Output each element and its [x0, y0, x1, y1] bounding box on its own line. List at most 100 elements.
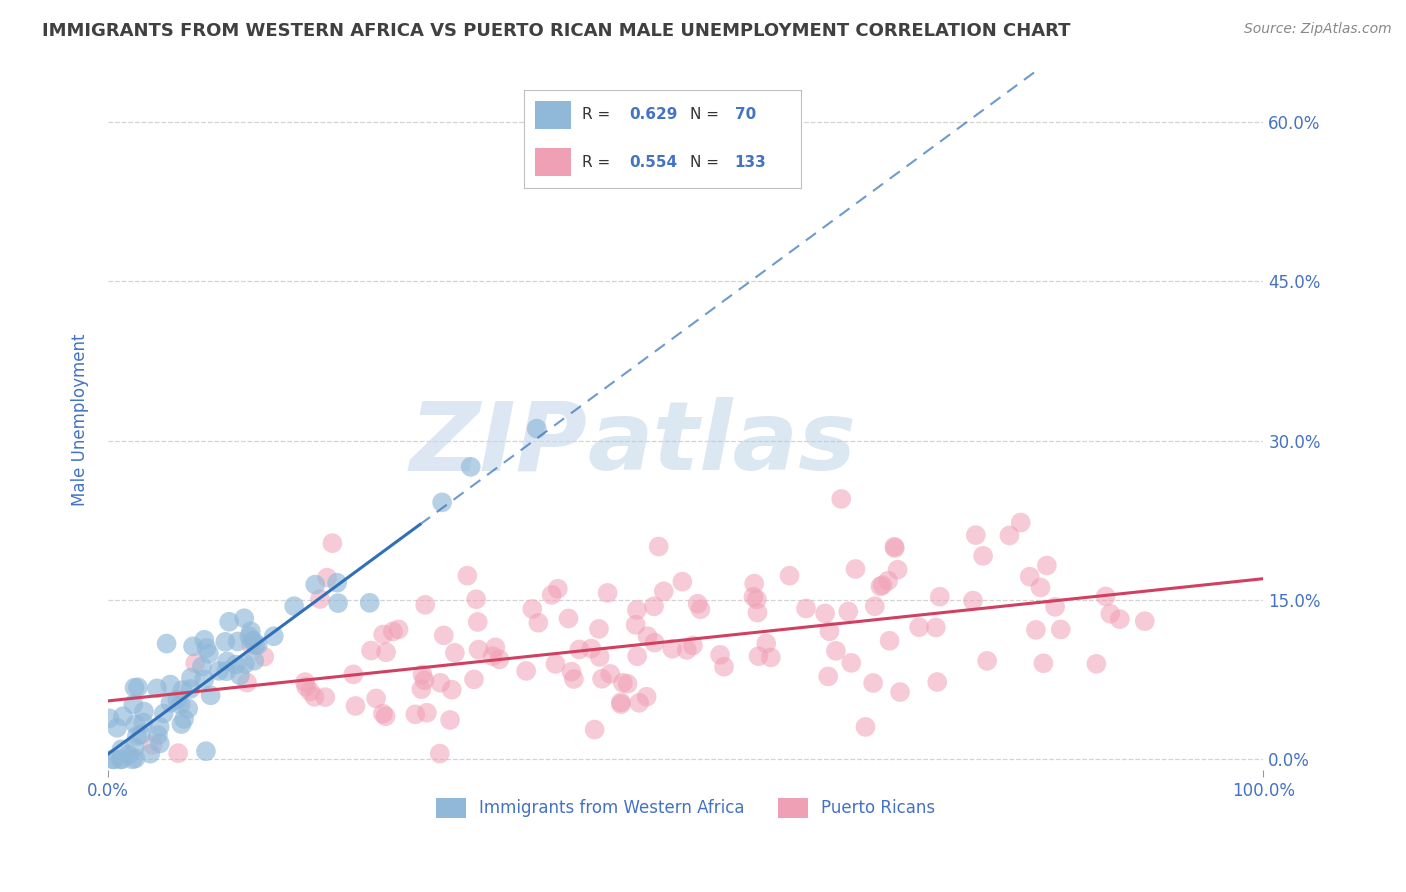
Point [110, 752, 132, 766]
Point [686, 597, 709, 611]
Point [883, 541, 905, 555]
Point [465, 592, 488, 607]
Point [837, 605, 859, 619]
Point [962, 593, 984, 607]
Point [624, 617, 647, 632]
Point [373, 627, 395, 641]
Point [886, 563, 908, 577]
Point [149, 736, 172, 750]
Point [359, 596, 381, 610]
Point [314, 690, 336, 705]
Point [240, 637, 263, 651]
Point [814, 607, 837, 621]
Point [759, 650, 782, 665]
Point [540, 588, 562, 602]
Point [682, 639, 704, 653]
Point [430, 495, 453, 509]
Point [547, 582, 569, 596]
Point [152, 706, 174, 721]
Point [239, 624, 262, 639]
Point [637, 629, 659, 643]
Point [181, 640, 204, 654]
Point [124, 717, 146, 731]
Point [463, 673, 485, 687]
Point [124, 740, 146, 755]
Point [124, 751, 146, 765]
Point [129, 728, 152, 742]
Point [889, 685, 911, 699]
Point [481, 649, 503, 664]
Text: IMMIGRANTS FROM WESTERN AFRICA VS PUERTO RICAN MALE UNEMPLOYMENT CORRELATION CHA: IMMIGRANTS FROM WESTERN AFRICA VS PUERTO… [42, 22, 1071, 40]
Point [560, 665, 582, 679]
Point [439, 713, 461, 727]
Point [972, 549, 994, 563]
Point [1049, 623, 1071, 637]
Point [908, 620, 931, 634]
Point [122, 698, 145, 712]
Point [342, 667, 364, 681]
Point [747, 649, 769, 664]
Point [863, 599, 886, 614]
Point [1032, 657, 1054, 671]
Point [101, 752, 124, 766]
Point [111, 709, 134, 723]
Point [626, 649, 648, 664]
Point [200, 689, 222, 703]
Point [169, 698, 191, 712]
Point [195, 640, 218, 655]
Point [456, 568, 478, 582]
Point [159, 677, 181, 691]
Point [198, 647, 221, 661]
Text: atlas: atlas [588, 397, 856, 491]
Point [229, 668, 252, 682]
Point [610, 697, 633, 711]
Point [294, 675, 316, 690]
Point [304, 690, 326, 704]
Point [125, 729, 148, 743]
Point [610, 695, 633, 709]
Point [243, 654, 266, 668]
Point [429, 675, 451, 690]
Point [588, 622, 610, 636]
Point [413, 598, 436, 612]
Point [596, 586, 619, 600]
Text: Source: ZipAtlas.com: Source: ZipAtlas.com [1244, 22, 1392, 37]
Point [191, 659, 214, 673]
Legend: Immigrants from Western Africa, Puerto Ricans: Immigrants from Western Africa, Puerto R… [429, 791, 942, 825]
Point [316, 571, 339, 585]
Point [583, 723, 606, 737]
Point [1099, 607, 1122, 621]
Point [375, 645, 398, 659]
Point [883, 540, 905, 554]
Point [433, 628, 456, 642]
Point [208, 664, 231, 678]
Point [522, 602, 544, 616]
Point [844, 562, 866, 576]
Point [193, 632, 215, 647]
Point [167, 746, 190, 760]
Point [177, 701, 200, 715]
Point [747, 606, 769, 620]
Point [124, 681, 146, 695]
Point [118, 747, 141, 762]
Point [652, 584, 675, 599]
Point [839, 656, 862, 670]
Point [647, 540, 669, 554]
Point [299, 684, 322, 698]
Point [626, 603, 648, 617]
Point [544, 657, 567, 671]
Point [675, 643, 697, 657]
Point [246, 638, 269, 652]
Point [371, 706, 394, 721]
Point [233, 657, 256, 671]
Point [568, 642, 591, 657]
Point [263, 629, 285, 643]
Point [830, 491, 852, 506]
Point [404, 707, 426, 722]
Point [644, 635, 666, 649]
Point [862, 676, 884, 690]
Point [360, 643, 382, 657]
Point [156, 637, 179, 651]
Point [218, 615, 240, 629]
Point [295, 680, 318, 694]
